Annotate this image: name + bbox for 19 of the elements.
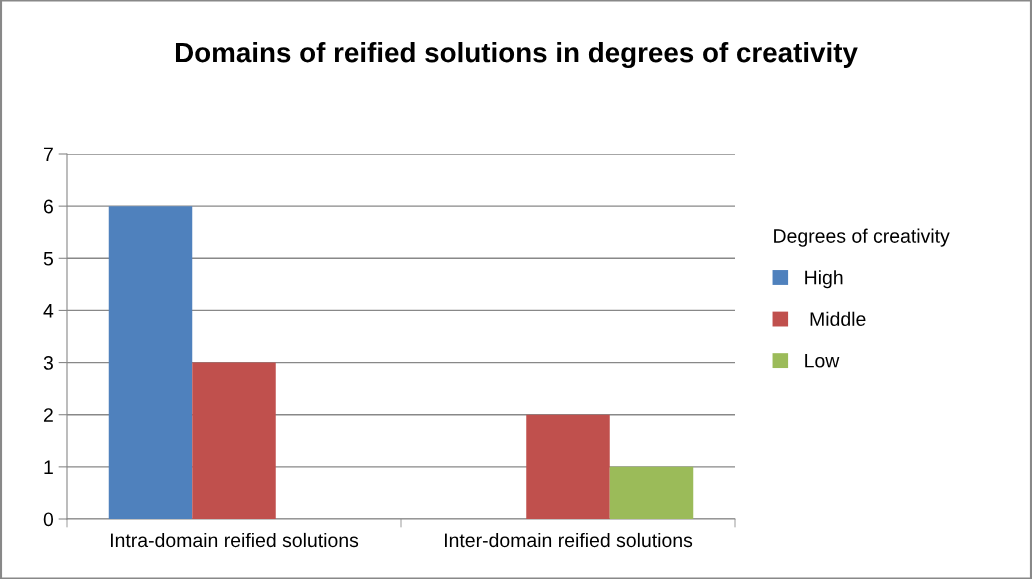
y-tick-label: 6 bbox=[43, 199, 53, 214]
y-tick-label: 0 bbox=[43, 512, 54, 527]
legend-title: Degrees of creativity bbox=[774, 228, 950, 247]
legend-label: High bbox=[805, 270, 843, 289]
legend-label: Middle bbox=[810, 311, 866, 326]
y-tick-label: 4 bbox=[43, 304, 54, 318]
y-tick-label: 2 bbox=[43, 408, 53, 422]
bar bbox=[609, 466, 694, 519]
y-tick-label: 7 bbox=[43, 147, 53, 162]
bar bbox=[108, 206, 193, 519]
legend-label: Low bbox=[805, 353, 840, 368]
x-tick-label: Inter-domain reified solutions bbox=[444, 532, 693, 548]
y-tick-label: 1 bbox=[44, 460, 53, 474]
y-tick-label: 5 bbox=[43, 251, 53, 266]
y-tick-label: 3 bbox=[43, 356, 53, 370]
chart-title: Domains of reified solutions in degrees of creativity bbox=[175, 41, 858, 69]
x-tick-label: Intra-domain reified solutions bbox=[110, 532, 359, 548]
bar bbox=[192, 362, 276, 519]
bar bbox=[526, 414, 610, 519]
